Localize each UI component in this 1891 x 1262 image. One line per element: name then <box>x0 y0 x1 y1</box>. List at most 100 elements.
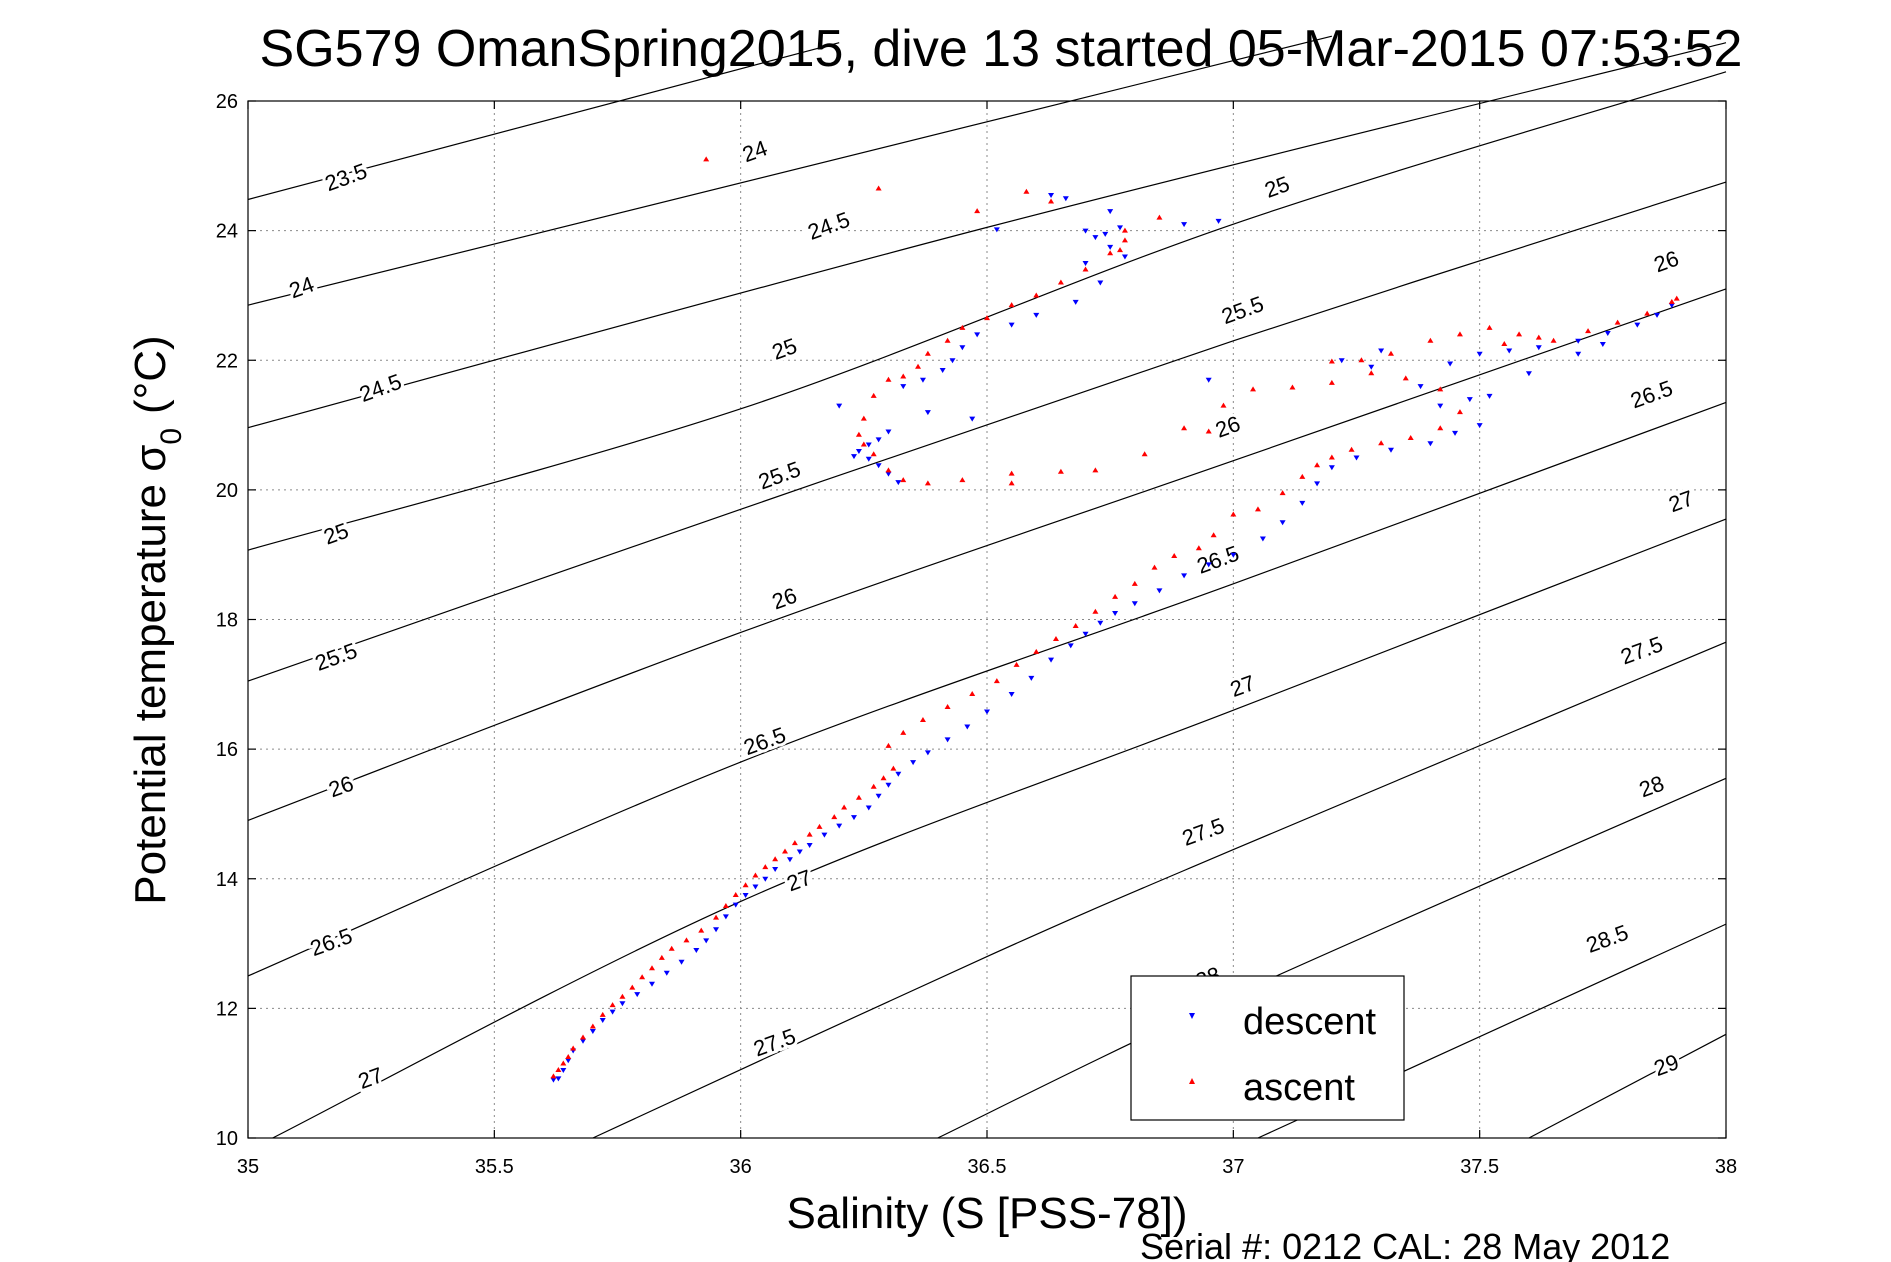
ascent-point <box>1516 331 1523 337</box>
descent-point <box>939 367 946 373</box>
ascent-point <box>959 477 966 483</box>
descent-point <box>1506 348 1513 354</box>
y-tick-label: 20 <box>216 480 238 502</box>
descent-point <box>924 750 931 756</box>
descent-point <box>1230 552 1237 558</box>
ascent-point <box>993 678 1000 684</box>
descent-point <box>806 843 813 849</box>
x-tick-label: 38 <box>1715 1156 1737 1178</box>
descent-point <box>821 832 828 838</box>
descent-point <box>1535 345 1542 351</box>
descent-point <box>1082 228 1089 234</box>
ascent-point <box>1092 467 1099 473</box>
contour-label: 27 <box>783 864 815 896</box>
ascent-point <box>1195 545 1202 551</box>
y-tick-label: 24 <box>216 221 238 243</box>
ascent-point <box>1057 468 1064 474</box>
ascent-point <box>1171 552 1178 558</box>
descent-point <box>1048 192 1055 198</box>
x-tick-label: 37 <box>1222 1156 1244 1178</box>
ascent-point <box>1358 357 1365 363</box>
ascent-point <box>1402 375 1409 381</box>
contour-label: 24 <box>286 271 318 303</box>
ascent-point <box>772 856 779 862</box>
ascent-point <box>1151 564 1158 570</box>
descent-point <box>900 384 907 390</box>
ascent-point <box>791 840 798 846</box>
descent-point <box>865 456 872 462</box>
ascent-point <box>1121 237 1128 243</box>
descent-point <box>619 1001 626 1007</box>
descent-point <box>949 358 956 364</box>
descent-point <box>1156 588 1163 594</box>
descent-point <box>1097 280 1104 286</box>
descent-point <box>1599 342 1606 348</box>
descent-point <box>885 429 892 435</box>
ascent-point <box>1387 350 1394 356</box>
ascent-point <box>1092 608 1099 614</box>
ascent-point <box>1023 188 1030 194</box>
ascent-point <box>1131 580 1138 586</box>
descent-point <box>1112 611 1119 617</box>
descent-point <box>560 1067 567 1073</box>
descent-point <box>836 823 843 829</box>
descent-point <box>865 442 872 448</box>
contour-label: 26 <box>1212 411 1244 443</box>
descent-point <box>1205 377 1212 383</box>
legend-marker-ascent <box>1189 1078 1195 1084</box>
legend-label-ascent: ascent <box>1243 1067 1355 1109</box>
ascent-point <box>1033 648 1040 654</box>
descent-point <box>850 454 857 460</box>
descent-point <box>875 463 882 469</box>
ascent-point <box>1437 425 1444 431</box>
ascent-point <box>915 363 922 369</box>
y-axis-ticks: 10 12 14 16 18 20 22 24 26 <box>216 91 1726 1150</box>
ascent-point <box>1328 454 1335 460</box>
x-tick-label: 35 <box>237 1156 259 1178</box>
contour-label: 24 <box>739 135 771 167</box>
ascent-point <box>782 848 789 854</box>
x-tick-label: 36.5 <box>968 1156 1007 1178</box>
descent-point <box>1008 322 1015 328</box>
descent-point <box>1062 196 1069 202</box>
ascent-point <box>959 324 966 330</box>
descent-point <box>885 471 892 477</box>
descent-point <box>580 1038 587 1044</box>
descent-point <box>1604 331 1611 337</box>
contour-label: 27.5 <box>750 1023 799 1061</box>
ascent-point <box>1407 435 1414 441</box>
y-axis-label-subscript: 0 <box>155 428 188 445</box>
descent-point <box>772 867 779 873</box>
ascent-point <box>648 965 655 971</box>
ascent-point <box>969 691 976 697</box>
descent-point <box>1476 351 1483 357</box>
ascent-point <box>1299 473 1306 479</box>
y-tick-label: 26 <box>216 91 238 113</box>
descent-point <box>1072 299 1079 305</box>
ascent-point <box>924 480 931 486</box>
descent-point <box>550 1077 557 1083</box>
ascent-point <box>609 1002 616 1008</box>
ascent-point <box>1210 532 1217 538</box>
ascent-point <box>732 891 739 897</box>
ascent-point <box>1013 661 1020 667</box>
ascent-point <box>1052 635 1059 641</box>
contour-label: 28.5 <box>1583 920 1632 958</box>
ascent-point <box>1614 319 1621 325</box>
contour-label: 23.5 <box>322 158 371 196</box>
descent-point <box>1634 322 1641 328</box>
descent-point <box>1102 231 1109 237</box>
ascent-point <box>870 392 877 398</box>
y-tick-label: 18 <box>216 610 238 632</box>
x-axis-ticks: 35 35.5 36 36.5 37 37.5 38 <box>237 101 1737 1178</box>
y-tick-label: 16 <box>216 739 238 761</box>
descent-point <box>895 771 902 777</box>
ascent-point <box>1456 331 1463 337</box>
descent-point <box>959 345 966 351</box>
descent-point <box>1575 338 1582 344</box>
ascent-point <box>816 823 823 829</box>
ascent-point <box>555 1066 562 1072</box>
ascent-point <box>1644 310 1651 316</box>
ascent-point <box>885 742 892 748</box>
legend-box <box>1130 975 1405 1121</box>
